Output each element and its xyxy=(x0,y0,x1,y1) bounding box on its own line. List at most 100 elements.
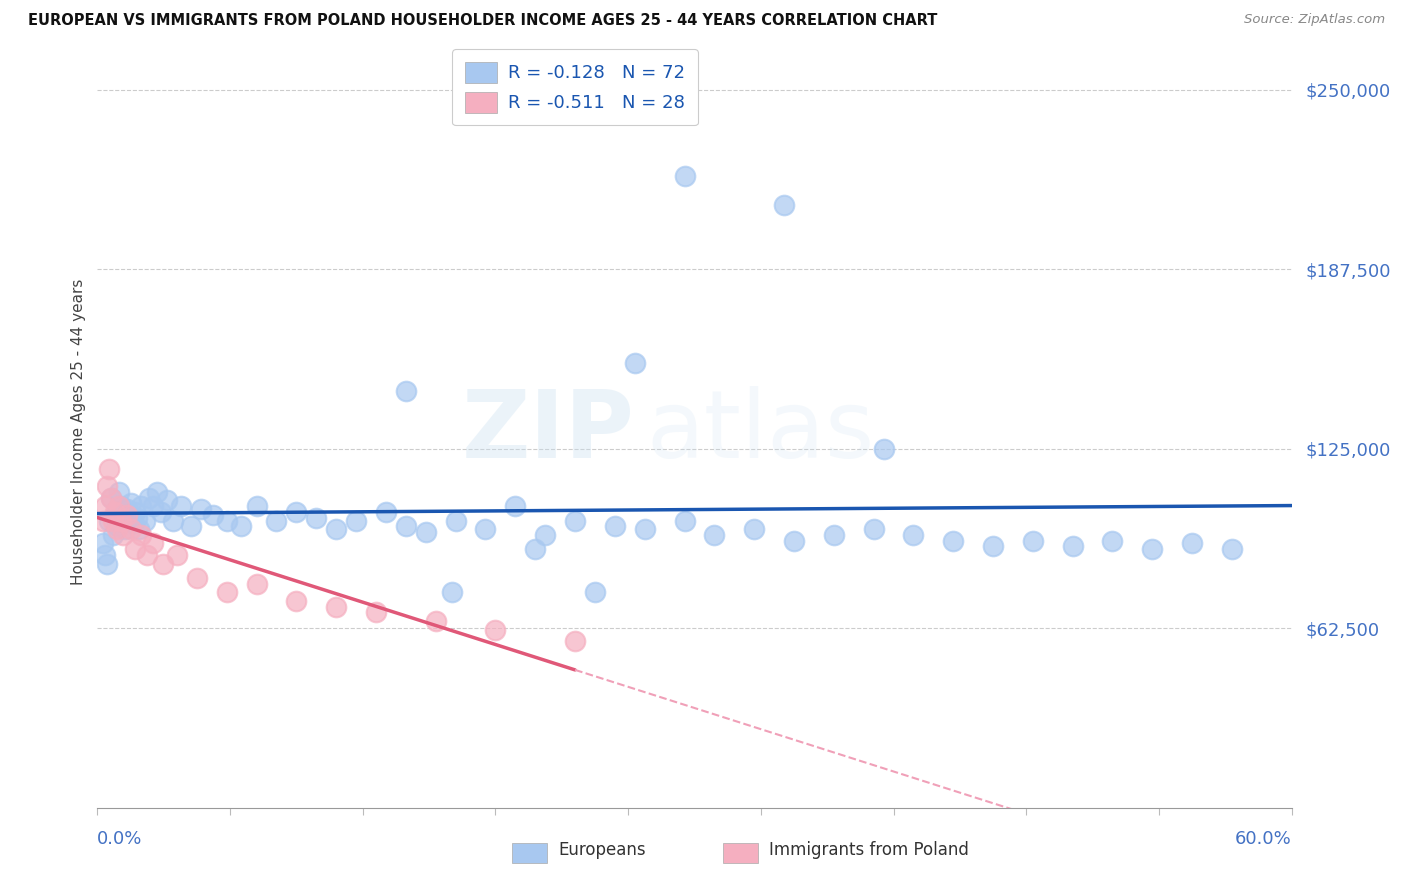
Point xyxy=(395,384,418,399)
Point xyxy=(444,514,467,528)
Point xyxy=(583,585,606,599)
Point xyxy=(862,522,884,536)
Point xyxy=(96,557,118,571)
Text: 0.0%: 0.0% xyxy=(97,830,143,848)
Point xyxy=(180,519,202,533)
Point xyxy=(524,542,547,557)
Point xyxy=(215,514,238,528)
Point xyxy=(603,519,626,533)
Point xyxy=(115,502,138,516)
Point xyxy=(742,522,765,536)
Point xyxy=(115,508,138,522)
Point xyxy=(110,514,132,528)
Point xyxy=(112,528,135,542)
Point xyxy=(266,514,288,528)
Point xyxy=(128,522,150,536)
Point xyxy=(118,514,141,528)
Point xyxy=(673,169,696,183)
Point xyxy=(942,533,965,548)
Point xyxy=(325,522,347,536)
Point xyxy=(170,499,193,513)
Point xyxy=(108,499,131,513)
Point xyxy=(823,528,845,542)
Point xyxy=(186,571,208,585)
Text: atlas: atlas xyxy=(647,385,875,477)
Point xyxy=(215,585,238,599)
Point xyxy=(425,614,447,628)
Point xyxy=(1062,539,1084,553)
Point xyxy=(1181,536,1204,550)
Point xyxy=(100,491,122,505)
Point xyxy=(285,505,308,519)
Point xyxy=(245,576,267,591)
Point xyxy=(375,505,398,519)
Point xyxy=(364,606,387,620)
Point xyxy=(229,519,252,533)
Point xyxy=(505,499,527,513)
Point xyxy=(623,355,645,369)
Point xyxy=(96,479,118,493)
Point xyxy=(152,557,174,571)
Point xyxy=(127,510,149,524)
Text: 60.0%: 60.0% xyxy=(1234,830,1292,848)
Point xyxy=(94,548,117,562)
Point xyxy=(415,524,437,539)
Point xyxy=(98,514,121,528)
Point xyxy=(1022,533,1045,548)
Point xyxy=(108,484,131,499)
Text: ZIP: ZIP xyxy=(463,385,634,477)
Point xyxy=(1101,533,1123,548)
Point xyxy=(105,519,128,533)
Point xyxy=(245,499,267,513)
Point xyxy=(120,522,142,536)
Point xyxy=(110,499,132,513)
Point xyxy=(872,442,894,456)
Point xyxy=(105,522,128,536)
Point xyxy=(285,594,308,608)
Point xyxy=(129,499,152,513)
Point xyxy=(146,484,169,499)
Point xyxy=(91,514,114,528)
Point xyxy=(634,522,657,536)
Point xyxy=(344,514,367,528)
Point xyxy=(190,502,212,516)
Point xyxy=(150,505,173,519)
Point xyxy=(325,599,347,614)
Point xyxy=(112,514,135,528)
Point xyxy=(564,514,586,528)
Point xyxy=(162,514,184,528)
Legend: R = -0.128   N = 72, R = -0.511   N = 28: R = -0.128 N = 72, R = -0.511 N = 28 xyxy=(453,49,697,126)
Point xyxy=(673,514,696,528)
Point xyxy=(1220,542,1243,557)
Text: Europeans: Europeans xyxy=(558,840,645,858)
Point xyxy=(395,519,418,533)
Point xyxy=(134,514,156,528)
Point xyxy=(94,499,117,513)
Point xyxy=(142,499,165,513)
Point xyxy=(166,548,188,562)
Point xyxy=(1142,542,1164,557)
Point xyxy=(124,542,146,557)
Point xyxy=(484,623,506,637)
Point xyxy=(703,528,725,542)
Point xyxy=(91,536,114,550)
Point xyxy=(534,528,557,542)
Y-axis label: Householder Income Ages 25 - 44 years: Householder Income Ages 25 - 44 years xyxy=(72,278,86,584)
Point xyxy=(122,516,145,531)
Point xyxy=(156,493,179,508)
Point xyxy=(305,510,328,524)
Point xyxy=(201,508,224,522)
Text: Immigrants from Poland: Immigrants from Poland xyxy=(769,840,969,858)
Point xyxy=(120,496,142,510)
Point xyxy=(142,536,165,550)
Point xyxy=(564,634,586,648)
Text: EUROPEAN VS IMMIGRANTS FROM POLAND HOUSEHOLDER INCOME AGES 25 - 44 YEARS CORRELA: EUROPEAN VS IMMIGRANTS FROM POLAND HOUSE… xyxy=(28,13,938,29)
Point xyxy=(138,491,160,505)
Point xyxy=(981,539,1004,553)
Point xyxy=(903,528,925,542)
Point xyxy=(98,462,121,476)
Point xyxy=(474,522,496,536)
Point xyxy=(100,491,122,505)
Point xyxy=(129,528,152,542)
Point xyxy=(773,197,796,211)
